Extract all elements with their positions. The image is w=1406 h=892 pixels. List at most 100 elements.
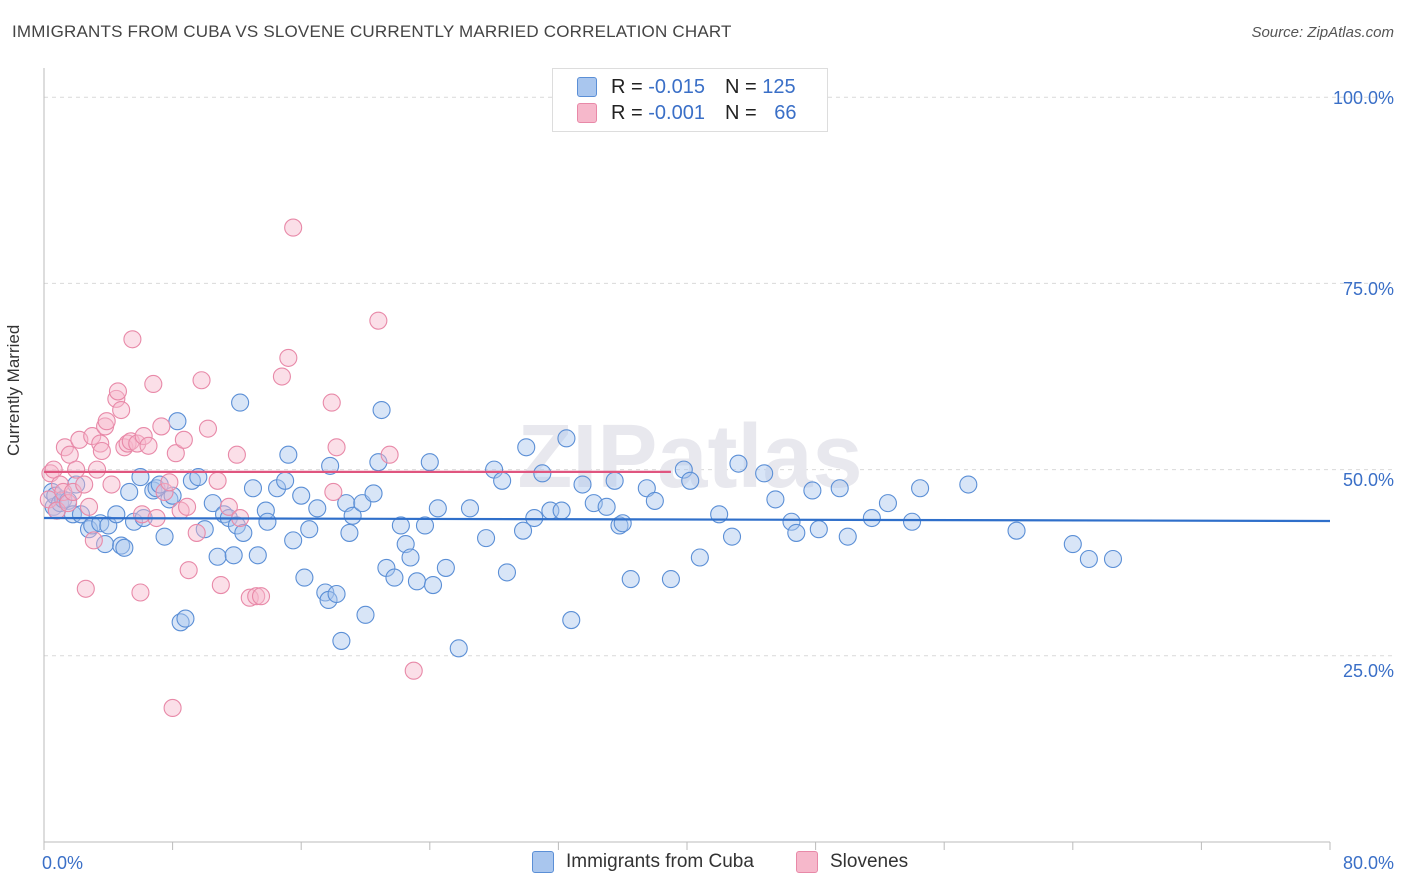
- data-point: [436, 558, 455, 577]
- data-point: [407, 572, 426, 591]
- data-point: [219, 497, 238, 516]
- y-tick-label-25: 25.0%: [1342, 661, 1394, 681]
- y-tick-label-100: 100.0%: [1332, 88, 1394, 108]
- data-point: [327, 584, 346, 604]
- legend-row-slovenes: R = -0.001 N = 66: [577, 101, 796, 125]
- data-point: [645, 491, 664, 510]
- data-point: [552, 501, 571, 520]
- data-point: [107, 389, 126, 408]
- data-point: [139, 436, 158, 455]
- data-point: [308, 499, 327, 518]
- data-point: [107, 505, 126, 524]
- data-point: [96, 535, 115, 554]
- data-point: [198, 419, 218, 438]
- n-label: N =: [724, 75, 757, 98]
- data-point: [248, 546, 267, 565]
- data-point: [637, 479, 656, 498]
- blue-swatch-icon: [577, 77, 597, 97]
- data-point: [321, 456, 340, 475]
- data-point: [372, 400, 391, 420]
- n-label: N =: [724, 101, 757, 124]
- blue-swatch-icon: [532, 851, 554, 873]
- data-point: [838, 527, 857, 546]
- data-point: [1007, 521, 1026, 540]
- trend-lines: [43, 470, 1331, 523]
- data-point: [87, 460, 107, 479]
- data-point: [803, 481, 822, 500]
- source-label: Source: ZipAtlas.com: [1251, 24, 1394, 41]
- data-point: [152, 417, 171, 436]
- data-point: [102, 475, 121, 494]
- data-point: [327, 438, 346, 457]
- n-value: 125: [762, 75, 796, 98]
- data-point: [128, 434, 147, 453]
- data-point: [166, 444, 185, 463]
- data-point: [1079, 549, 1098, 569]
- data-point: [385, 568, 404, 587]
- data-point: [610, 516, 629, 535]
- y-axis-label: Currently Married: [4, 324, 23, 456]
- data-point: [460, 499, 480, 518]
- n-value: 66: [774, 101, 797, 124]
- data-point: [279, 445, 298, 464]
- data-point: [661, 570, 680, 589]
- data-point: [276, 471, 295, 490]
- data-point: [369, 311, 388, 330]
- r-label: R =: [611, 101, 643, 124]
- data-point: [477, 529, 496, 548]
- legend-row-cuba: R = -0.015 N = 125: [577, 75, 796, 99]
- data-point: [174, 430, 193, 449]
- data-point: [92, 441, 111, 461]
- data-point: [340, 523, 359, 542]
- data-point: [300, 520, 319, 539]
- data-point: [830, 479, 849, 498]
- data-point: [227, 445, 246, 464]
- data-point: [322, 393, 341, 412]
- data-point: [787, 523, 806, 542]
- data-point: [755, 464, 774, 483]
- data-point: [497, 563, 517, 582]
- data-point: [178, 497, 197, 516]
- grid-lines: [44, 96, 1392, 657]
- legend-label-slovenes: Slovenes: [830, 851, 909, 872]
- data-point: [187, 523, 206, 542]
- data-point: [332, 631, 351, 650]
- data-point: [144, 374, 163, 394]
- axes: [43, 68, 1331, 850]
- data-point: [108, 382, 127, 401]
- data-point: [415, 516, 435, 535]
- data-point: [54, 482, 73, 502]
- data-point: [176, 609, 195, 628]
- data-point: [517, 438, 536, 457]
- data-point: [91, 434, 110, 453]
- data-point: [258, 512, 277, 531]
- data-point: [168, 412, 187, 431]
- data-point: [112, 400, 131, 420]
- data-point: [97, 412, 116, 431]
- data-point: [533, 464, 552, 483]
- data-point: [525, 508, 544, 528]
- data-point: [690, 548, 709, 567]
- data-point: [134, 427, 153, 446]
- data-point: [234, 523, 253, 542]
- data-point: [862, 508, 881, 528]
- watermark: ZIPatlas: [517, 407, 862, 507]
- data-point: [1103, 549, 1123, 569]
- series-slovenes-points: [39, 218, 423, 717]
- r-value: -0.001: [648, 101, 705, 124]
- data-point: [369, 453, 388, 472]
- data-point: [391, 516, 410, 535]
- data-point: [911, 479, 930, 498]
- data-point: [67, 460, 86, 479]
- data-point: [605, 471, 624, 490]
- data-point: [324, 482, 343, 502]
- data-point: [674, 460, 693, 479]
- data-point: [120, 482, 139, 502]
- data-point: [356, 605, 375, 624]
- data-point: [163, 698, 182, 717]
- data-point: [240, 588, 259, 607]
- r-label: R =: [611, 75, 643, 98]
- data-point: [284, 218, 303, 237]
- data-point: [60, 445, 79, 464]
- data-point: [613, 514, 632, 533]
